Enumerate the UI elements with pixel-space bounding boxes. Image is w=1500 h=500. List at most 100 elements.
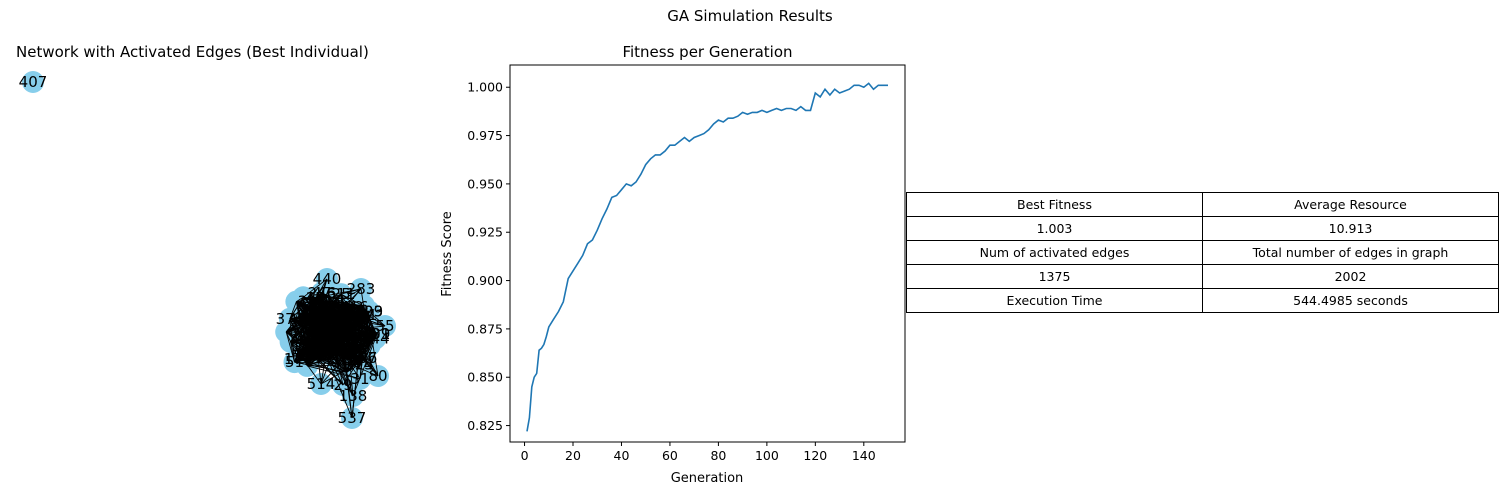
table-row: 1.003 10.913 <box>906 216 1499 241</box>
network-edge <box>289 318 360 365</box>
network-edge <box>368 311 386 327</box>
network-edge <box>345 318 379 377</box>
network-edge <box>289 311 322 320</box>
network-edge <box>320 318 347 385</box>
network-node-label: 514 <box>307 375 336 393</box>
network-edge <box>360 288 371 346</box>
network-edge <box>311 300 386 327</box>
y-tick-label: 0.850 <box>467 370 503 385</box>
network-node-label: 138 <box>339 387 368 405</box>
network-node-label-cluster: 124 <box>310 315 339 333</box>
network-edge <box>322 351 379 377</box>
network-node-label-cluster: 511 <box>327 285 356 303</box>
x-tick-label: 80 <box>710 448 726 463</box>
network-node-label: 283 <box>347 280 376 298</box>
network-edge <box>356 345 379 377</box>
y-tick-label: 0.825 <box>467 418 503 433</box>
network-node-label-cluster: 457 <box>292 345 321 363</box>
stats-cell: Best Fitness <box>906 192 1203 217</box>
network-node-label-cluster: 212 <box>311 344 340 362</box>
network-edge <box>314 320 354 397</box>
fitness-ticks: 0 20 40 60 80 100 120 140 0.825 0.850 0.875 0.900 0.… <box>467 80 876 463</box>
network-edge <box>321 278 328 294</box>
network-node-label-cluster: 109 <box>362 325 391 343</box>
network-node-label: 440 <box>313 270 342 288</box>
network-edge <box>325 353 353 419</box>
network-edge <box>311 301 322 385</box>
network-node-label-cluster: 313 <box>308 343 337 361</box>
network-edge <box>302 278 328 320</box>
network-edge <box>285 309 305 333</box>
network-node-label-cluster: 25 <box>332 285 351 303</box>
network-edge <box>346 372 353 419</box>
y-tick-label: 1.000 <box>467 80 503 95</box>
y-tick-label: 0.900 <box>467 273 503 288</box>
network-node-label-cluster: 132 <box>342 308 371 326</box>
table-row: Execution Time 544.4985 seconds <box>906 288 1499 313</box>
stats-cell: Num of activated edges <box>906 240 1203 265</box>
table-row: Num of activated edges Total number of ed… <box>906 240 1499 265</box>
network-edge <box>345 318 354 397</box>
network-edge <box>302 297 305 308</box>
network-node-label-cluster: 506 <box>340 345 369 363</box>
network-edge <box>294 306 355 363</box>
y-tick-label: 0.950 <box>467 176 503 191</box>
network-edge <box>303 309 386 327</box>
network-node-label-cluster: 374 <box>276 310 305 328</box>
network-node-label-cluster: 53 <box>316 344 335 362</box>
network-edge <box>320 333 331 385</box>
network-edge <box>294 321 299 359</box>
network-edge <box>353 306 386 327</box>
table-row: 1375 2002 <box>906 264 1499 289</box>
fitness-line <box>526 82 888 432</box>
network-edge <box>306 365 361 380</box>
network-node <box>22 71 44 93</box>
network-node-label-cluster: 48 <box>305 289 324 307</box>
network-node-label-cluster: 416 <box>340 298 369 316</box>
network-node-label: 537 <box>338 409 367 427</box>
network-edge <box>305 345 344 386</box>
network-node-label-cluster: 71 <box>358 306 377 324</box>
network-node-label-cluster: 275 <box>345 356 374 374</box>
network-edge <box>290 301 324 343</box>
fitness-xlabel: Generation <box>671 471 744 486</box>
network-edge <box>285 331 299 359</box>
stats-cell: 544.4985 seconds <box>1202 288 1499 313</box>
network-node-label: 31 <box>350 370 369 388</box>
stats-cell: Average Resource <box>1202 192 1499 217</box>
network-edge <box>367 314 376 339</box>
network-node-label-cluster: 249 <box>322 334 351 352</box>
network-node-label-cluster: 163 <box>294 343 323 361</box>
network-edge <box>353 305 365 354</box>
x-tick-label: 0 <box>521 448 529 463</box>
network-edge <box>306 340 353 355</box>
network-edge <box>313 305 379 377</box>
network-edge <box>320 359 366 385</box>
stats-cell: Execution Time <box>906 288 1203 313</box>
network-node-label: 55 <box>375 317 394 335</box>
network-edge <box>303 309 344 386</box>
network-node-label: 29 <box>333 376 352 394</box>
network-node-label-cluster: 51 <box>285 353 304 371</box>
network-edge <box>289 301 297 319</box>
network-node-label-cluster: 467 <box>343 314 372 332</box>
network-edge <box>298 358 361 380</box>
table-row: Best Fitness Average Resource <box>906 192 1499 217</box>
figure-suptitle: GA Simulation Results <box>667 7 833 25</box>
network-edge <box>321 292 344 386</box>
network-node-label-cluster: 74 <box>334 303 353 321</box>
network-node-label-cluster: 509 <box>307 303 336 321</box>
y-tick-label: 0.875 <box>467 321 503 336</box>
network-edge <box>318 325 386 334</box>
network-node-label-cluster: 64 <box>326 334 345 352</box>
network-edge <box>329 333 361 380</box>
stats-table: Best Fitness Average Resource 1.003 10.913… <box>906 192 1499 313</box>
network-edge <box>294 361 347 373</box>
network-node-label-cluster: 444 <box>361 329 390 347</box>
network-node-label-cluster: 174 <box>284 350 313 368</box>
fitness-plot-frame <box>509 64 906 443</box>
network-title: Network with Activated Edges (Best Indiv… <box>16 43 369 61</box>
